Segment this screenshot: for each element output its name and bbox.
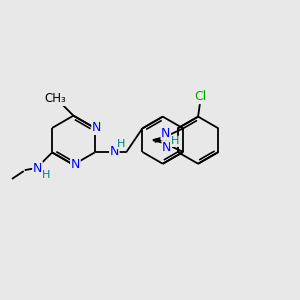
Text: CH₃: CH₃ [44, 92, 66, 106]
Text: N: N [33, 162, 42, 175]
Text: N: N [162, 141, 172, 154]
Text: N: N [92, 122, 101, 134]
Text: H: H [42, 170, 50, 180]
Text: N: N [71, 158, 80, 171]
Text: N: N [161, 127, 170, 140]
Text: H: H [117, 139, 125, 148]
Text: H: H [170, 136, 179, 146]
Text: Cl: Cl [194, 91, 206, 103]
Text: N: N [110, 145, 119, 158]
